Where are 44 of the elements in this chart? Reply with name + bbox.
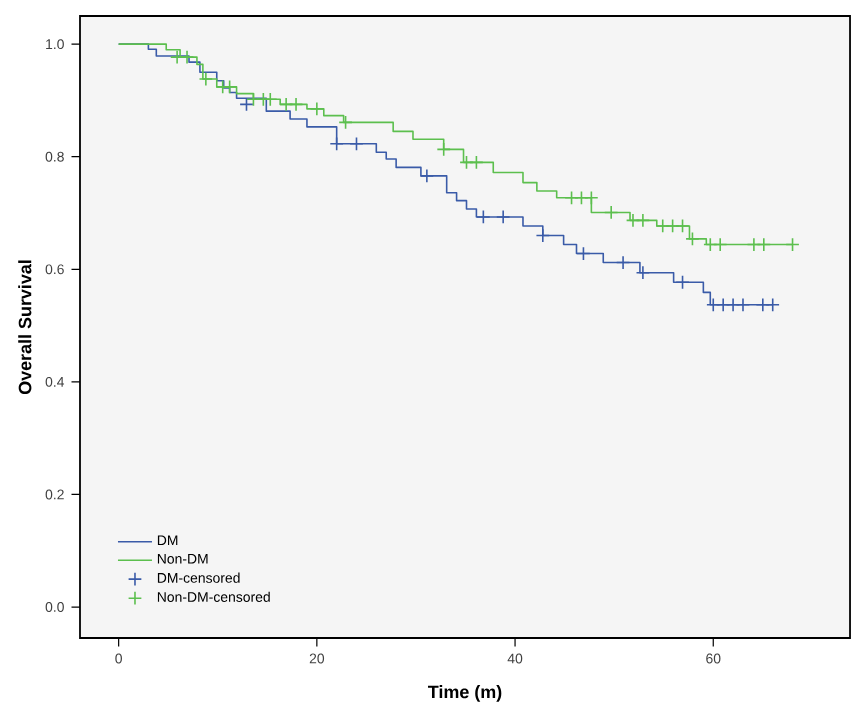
point xyxy=(765,297,780,312)
point xyxy=(756,237,771,252)
point xyxy=(576,246,591,261)
point xyxy=(635,265,651,280)
point xyxy=(476,209,491,225)
x-axis-title: Time (m) xyxy=(428,685,502,702)
point xyxy=(564,190,579,205)
point xyxy=(469,155,484,170)
point xyxy=(716,297,731,312)
point xyxy=(278,97,294,112)
point xyxy=(703,237,718,252)
point xyxy=(655,218,670,234)
point xyxy=(675,275,690,290)
point xyxy=(338,115,353,130)
point xyxy=(725,297,741,312)
point xyxy=(239,97,254,112)
point xyxy=(615,255,631,270)
point xyxy=(574,190,589,205)
point xyxy=(459,155,474,170)
point xyxy=(436,142,451,157)
point xyxy=(675,218,690,234)
point xyxy=(349,136,364,151)
point xyxy=(288,97,304,112)
point xyxy=(685,231,700,247)
point xyxy=(246,92,261,107)
point xyxy=(495,209,511,225)
point xyxy=(309,101,325,117)
point xyxy=(713,237,728,252)
point xyxy=(604,205,619,220)
point xyxy=(198,71,214,87)
point xyxy=(263,92,278,107)
point xyxy=(419,168,435,184)
point xyxy=(635,213,651,228)
point xyxy=(329,136,344,151)
point xyxy=(584,190,599,205)
point xyxy=(735,297,751,312)
point xyxy=(625,213,641,228)
point xyxy=(665,218,680,234)
point xyxy=(535,228,550,243)
y-axis-title: Overall Survival xyxy=(18,260,32,395)
point xyxy=(706,297,721,312)
point xyxy=(785,237,800,252)
point xyxy=(755,297,770,312)
point xyxy=(746,237,762,252)
